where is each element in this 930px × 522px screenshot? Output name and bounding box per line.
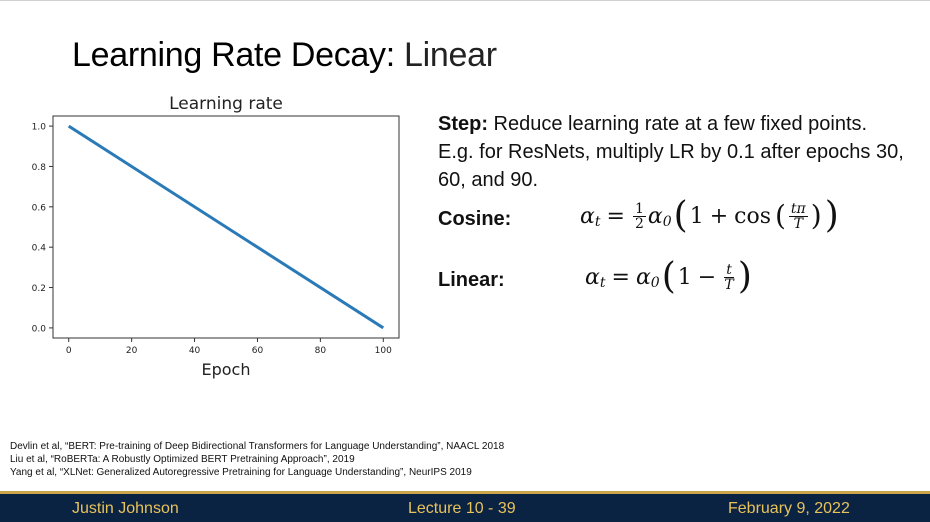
y-tick-label: 0.6 <box>32 203 47 213</box>
learning-rate-line <box>67 124 385 330</box>
reference-item: Yang et al, “XLNet: Generalized Autoregr… <box>10 467 472 478</box>
plot-frame <box>52 115 400 339</box>
one-term: 1 <box>677 264 692 290</box>
right-paren: ) <box>810 199 822 232</box>
alpha-symbol: α <box>585 264 600 290</box>
y-tick-label: 0.2 <box>32 284 46 294</box>
subscript-t: t <box>594 214 601 230</box>
series-group <box>67 124 385 330</box>
left-paren: ( <box>774 199 786 232</box>
y-axis: 0.0 0.2 0.4 0.6 0.8 1.0 <box>32 123 53 334</box>
right-paren: ) <box>824 195 839 236</box>
title-sub: Linear <box>394 36 497 74</box>
x-axis-label: Epoch <box>202 360 251 379</box>
y-tick-label: 1.0 <box>32 123 47 133</box>
subscript-0: 0 <box>650 275 660 291</box>
x-tick-label: 60 <box>252 346 264 356</box>
step-text: Reduce learning rate at a few fixed poin… <box>438 113 904 191</box>
x-tick-label: 80 <box>315 346 327 356</box>
reference-item: Devlin et al, “BERT: Pre-training of Dee… <box>10 441 505 452</box>
subscript-t: t <box>599 275 606 291</box>
linear-label: Linear: <box>438 269 505 291</box>
y-tick-label: 0.8 <box>32 163 47 173</box>
x-tick-label: 100 <box>375 346 392 356</box>
x-tick-label: 20 <box>126 346 138 356</box>
step-label: Step: <box>438 113 488 135</box>
learning-rate-chart: Learning rate 0.0 0.2 0.4 0.6 0.8 1.0 0 20 40 60… <box>32 94 400 379</box>
footer-bar: Justin Johnson Lecture 10 - 39 February … <box>0 491 930 522</box>
top-rule <box>0 0 930 1</box>
right-paren: ) <box>737 256 752 297</box>
footer-author: Justin Johnson <box>72 500 179 517</box>
reference-item: Liu et al, “RoBERTa: A Robustly Optimize… <box>10 454 355 465</box>
fraction-denominator: T <box>793 215 803 232</box>
slide-title: Learning Rate Decay: Linear <box>72 36 497 75</box>
subscript-0: 0 <box>662 214 672 230</box>
fraction-numerator: tπ <box>788 200 808 217</box>
plus-sign: + <box>709 203 729 229</box>
t-pi-over-T-fraction: tπ T <box>788 200 808 232</box>
alpha-symbol: α <box>580 203 595 229</box>
y-tick-label: 0.0 <box>32 324 47 334</box>
x-tick-label: 0 <box>66 346 72 356</box>
references: Devlin et al, “BERT: Pre-training of Dee… <box>10 440 504 479</box>
alpha-symbol: α <box>635 264 651 290</box>
step-description: Step: Reduce learning rate at a few fixe… <box>438 110 908 194</box>
footer-lecture: Lecture 10 - 39 <box>408 500 516 517</box>
title-separator: : <box>385 36 395 74</box>
footer-date: February 9, 2022 <box>728 500 850 517</box>
minus-sign: − <box>697 264 717 290</box>
x-tick-label: 40 <box>189 346 201 356</box>
left-paren: ( <box>661 256 676 297</box>
left-paren: ( <box>673 195 688 236</box>
cosine-label: Cosine: <box>438 208 512 230</box>
title-main: Learning Rate Decay <box>72 36 386 74</box>
x-axis: 0 20 40 60 80 100 <box>66 338 392 356</box>
fraction-denominator: T <box>724 276 734 293</box>
alpha-symbol: α <box>647 203 663 229</box>
fraction-numerator: t <box>724 261 734 278</box>
fraction-denominator: 2 <box>634 215 644 232</box>
fraction-numerator: 1 <box>632 200 646 217</box>
equals-sign: = <box>606 203 625 229</box>
cos-function: cos <box>734 203 771 229</box>
y-tick-label: 0.4 <box>32 244 47 254</box>
one-term: 1 <box>689 203 704 229</box>
equals-sign: = <box>611 264 630 290</box>
chart-title: Learning rate <box>169 94 283 114</box>
